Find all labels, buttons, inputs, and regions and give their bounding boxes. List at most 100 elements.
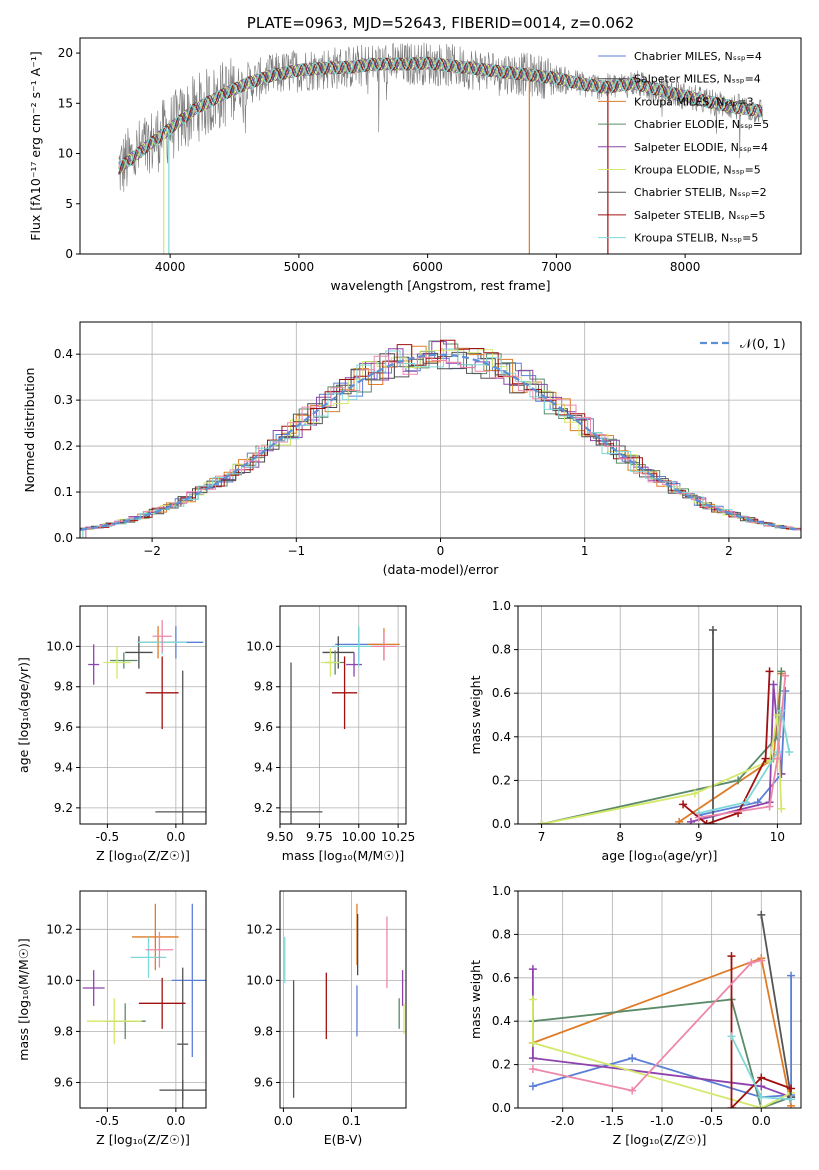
y-axis-label: mass [log₁₀(M/M☉)] <box>16 938 31 1060</box>
x-tick-label: -0.5 <box>700 1114 723 1128</box>
observed-spectrum-line <box>118 42 763 192</box>
y-tick-label: 0.0 <box>492 1101 511 1115</box>
y-tick-label: 10.2 <box>46 922 73 936</box>
y-tick-label: 20 <box>58 46 73 60</box>
y-axis-label: mass weight <box>468 960 483 1039</box>
normal-curve <box>80 353 801 531</box>
x-axis-label: wavelength [Angstrom, rest frame] <box>330 278 550 293</box>
weight-marker-krou_stelib <box>727 1032 736 1041</box>
x-tick-label: 6000 <box>412 260 443 274</box>
legend-label: Kroupa STELIB, Nₛₛₚ=5 <box>634 232 758 245</box>
weight-marker-krou_miles <box>675 817 684 824</box>
y-tick-label: 1.0 <box>492 884 511 898</box>
weight-marker-chab_miles <box>628 1054 637 1063</box>
plot-age_vs_Z: -0.5 0.0 9.2 9.4 9.6 9.8 10.0 Z [log₁₀(Z/Z☉)] ag… <box>16 605 207 863</box>
x-tick-label: 9.50 <box>267 830 294 844</box>
plot-area <box>280 626 400 824</box>
x-tick-label: 0.1 <box>342 1114 361 1128</box>
weight-marker-salp_stelib <box>765 667 774 676</box>
errorbar-salp_miles <box>125 636 153 669</box>
y-tick-label: 10.0 <box>46 973 73 987</box>
weight-marker-chab_miles <box>781 687 790 696</box>
x-axis-label: (data-model)/error <box>383 562 500 577</box>
weight-marker-salp_elodie <box>528 1054 537 1063</box>
y-tick-label: 9.8 <box>54 1024 73 1038</box>
x-tick-label: 0.0 <box>166 1114 185 1128</box>
y-tick-label: 0.8 <box>492 643 511 657</box>
legend-label: Chabrier ELODIE, Nₛₛₚ=5 <box>634 118 769 131</box>
y-axis-label: age [log₁₀(age/yr)] <box>16 657 31 773</box>
histogram-chab_elodie <box>82 340 801 538</box>
y-tick-label: 0.4 <box>492 730 511 744</box>
errorbar-salp_miles <box>322 636 355 669</box>
y-axis-label: Normed distribution <box>22 368 37 493</box>
histogram-krou_stelib <box>82 348 801 538</box>
axes-frame <box>79 605 207 825</box>
weight-marker-krou_stelib <box>741 798 750 807</box>
y-tick-label: 0.0 <box>54 531 73 545</box>
x-tick-label: 0 <box>437 544 445 558</box>
legend: Chabrier MILES, Nₛₛₚ=4 Salpeter MILES, Nₛ… <box>598 50 769 245</box>
legend-label: 𝒩(0, 1) <box>740 336 786 351</box>
y-tick-label: 0.8 <box>492 927 511 941</box>
y-tick-label: 9.4 <box>254 760 273 774</box>
x-tick-label: 4000 <box>155 260 186 274</box>
errorbar-pink <box>152 620 172 653</box>
weight-line-salp_stelib <box>730 956 792 1108</box>
x-axis-label: age [log₁₀(age/yr)] <box>602 848 718 863</box>
x-tick-label: 10.00 <box>342 830 376 844</box>
y-tick-label: 10 <box>58 147 73 161</box>
weight-marker-salp_stelib <box>727 952 736 961</box>
x-tick-label: 1 <box>581 544 589 558</box>
chart-title: PLATE=0963, MJD=52643, FIBERID=0014, z=0… <box>247 14 634 32</box>
errorbar-chab_miles <box>171 903 206 1057</box>
weight-marker-salp_stelib <box>761 754 770 763</box>
x-tick-label: -0.5 <box>96 1114 119 1128</box>
weight-marker-krou_stelib <box>787 1095 796 1104</box>
x-tick-label: 0.0 <box>274 1114 293 1128</box>
weight-marker-pink <box>773 754 782 763</box>
errorbar-salp_stelib <box>145 656 179 730</box>
axes-frame <box>517 605 802 825</box>
y-tick-label: 9.2 <box>254 801 273 815</box>
axes-frame <box>79 890 207 1109</box>
x-tick-label: −2 <box>143 544 161 558</box>
errorbar-krou_elodie <box>320 648 340 677</box>
weight-marker-salp_elodie <box>528 965 537 974</box>
weight-marker-krou_elodie <box>528 995 537 1004</box>
y-tick-label: 9.6 <box>254 1075 273 1089</box>
legend-label: Salpeter MILES, Nₛₛₚ=4 <box>634 73 761 86</box>
y-tick-label: 9.6 <box>54 720 73 734</box>
y-tick-label: 10.2 <box>246 922 273 936</box>
legend-label: Chabrier STELIB, Nₛₛₚ=2 <box>634 186 767 199</box>
errorbar-salp_elodie <box>346 652 362 677</box>
x-tick-label: -0.5 <box>96 830 119 844</box>
y-tick-label: 0.4 <box>54 347 73 361</box>
weight-marker-chab_stelib <box>708 625 717 634</box>
weight-line-pink <box>698 675 787 819</box>
weight-marker-chab_elodie <box>734 776 743 785</box>
y-tick-label: 0.6 <box>492 971 511 985</box>
x-axis-label: Z [log₁₀(Z/Z☉)] <box>96 848 190 863</box>
x-tick-label: -1.0 <box>650 1114 673 1128</box>
plot-area <box>88 620 206 824</box>
y-tick-label: 0.0 <box>492 817 511 831</box>
histogram-chab_stelib <box>80 351 799 530</box>
weight-marker-krou_elodie <box>777 804 786 813</box>
legend-label: Salpeter ELODIE, Nₛₛₚ=4 <box>634 141 768 154</box>
model-line-salp_stelib <box>118 56 763 175</box>
weight-marker-salp_stelib <box>702 820 711 824</box>
errorbar-pink <box>145 931 174 968</box>
x-axis-label: Z [log₁₀(Z/Z☉)] <box>613 1132 707 1147</box>
y-tick-label: 0.2 <box>54 439 73 453</box>
legend-label: Kroupa ELODIE, Nₛₛₚ=5 <box>634 164 761 177</box>
y-tick-label: 0.1 <box>54 485 73 499</box>
weight-line-chab_elodie <box>541 671 783 824</box>
x-axis-label: mass [log₁₀(M/M☉)] <box>282 848 404 863</box>
x-tick-label: 8000 <box>670 260 701 274</box>
errorbar-pink <box>371 632 397 661</box>
plot-spectrum: 4000 5000 6000 7000 8000 0 5 10 15 20 wavelength [… <box>28 14 802 293</box>
weight-marker-chab_miles <box>528 1082 537 1091</box>
weight-line-salp_stelib <box>682 671 771 824</box>
